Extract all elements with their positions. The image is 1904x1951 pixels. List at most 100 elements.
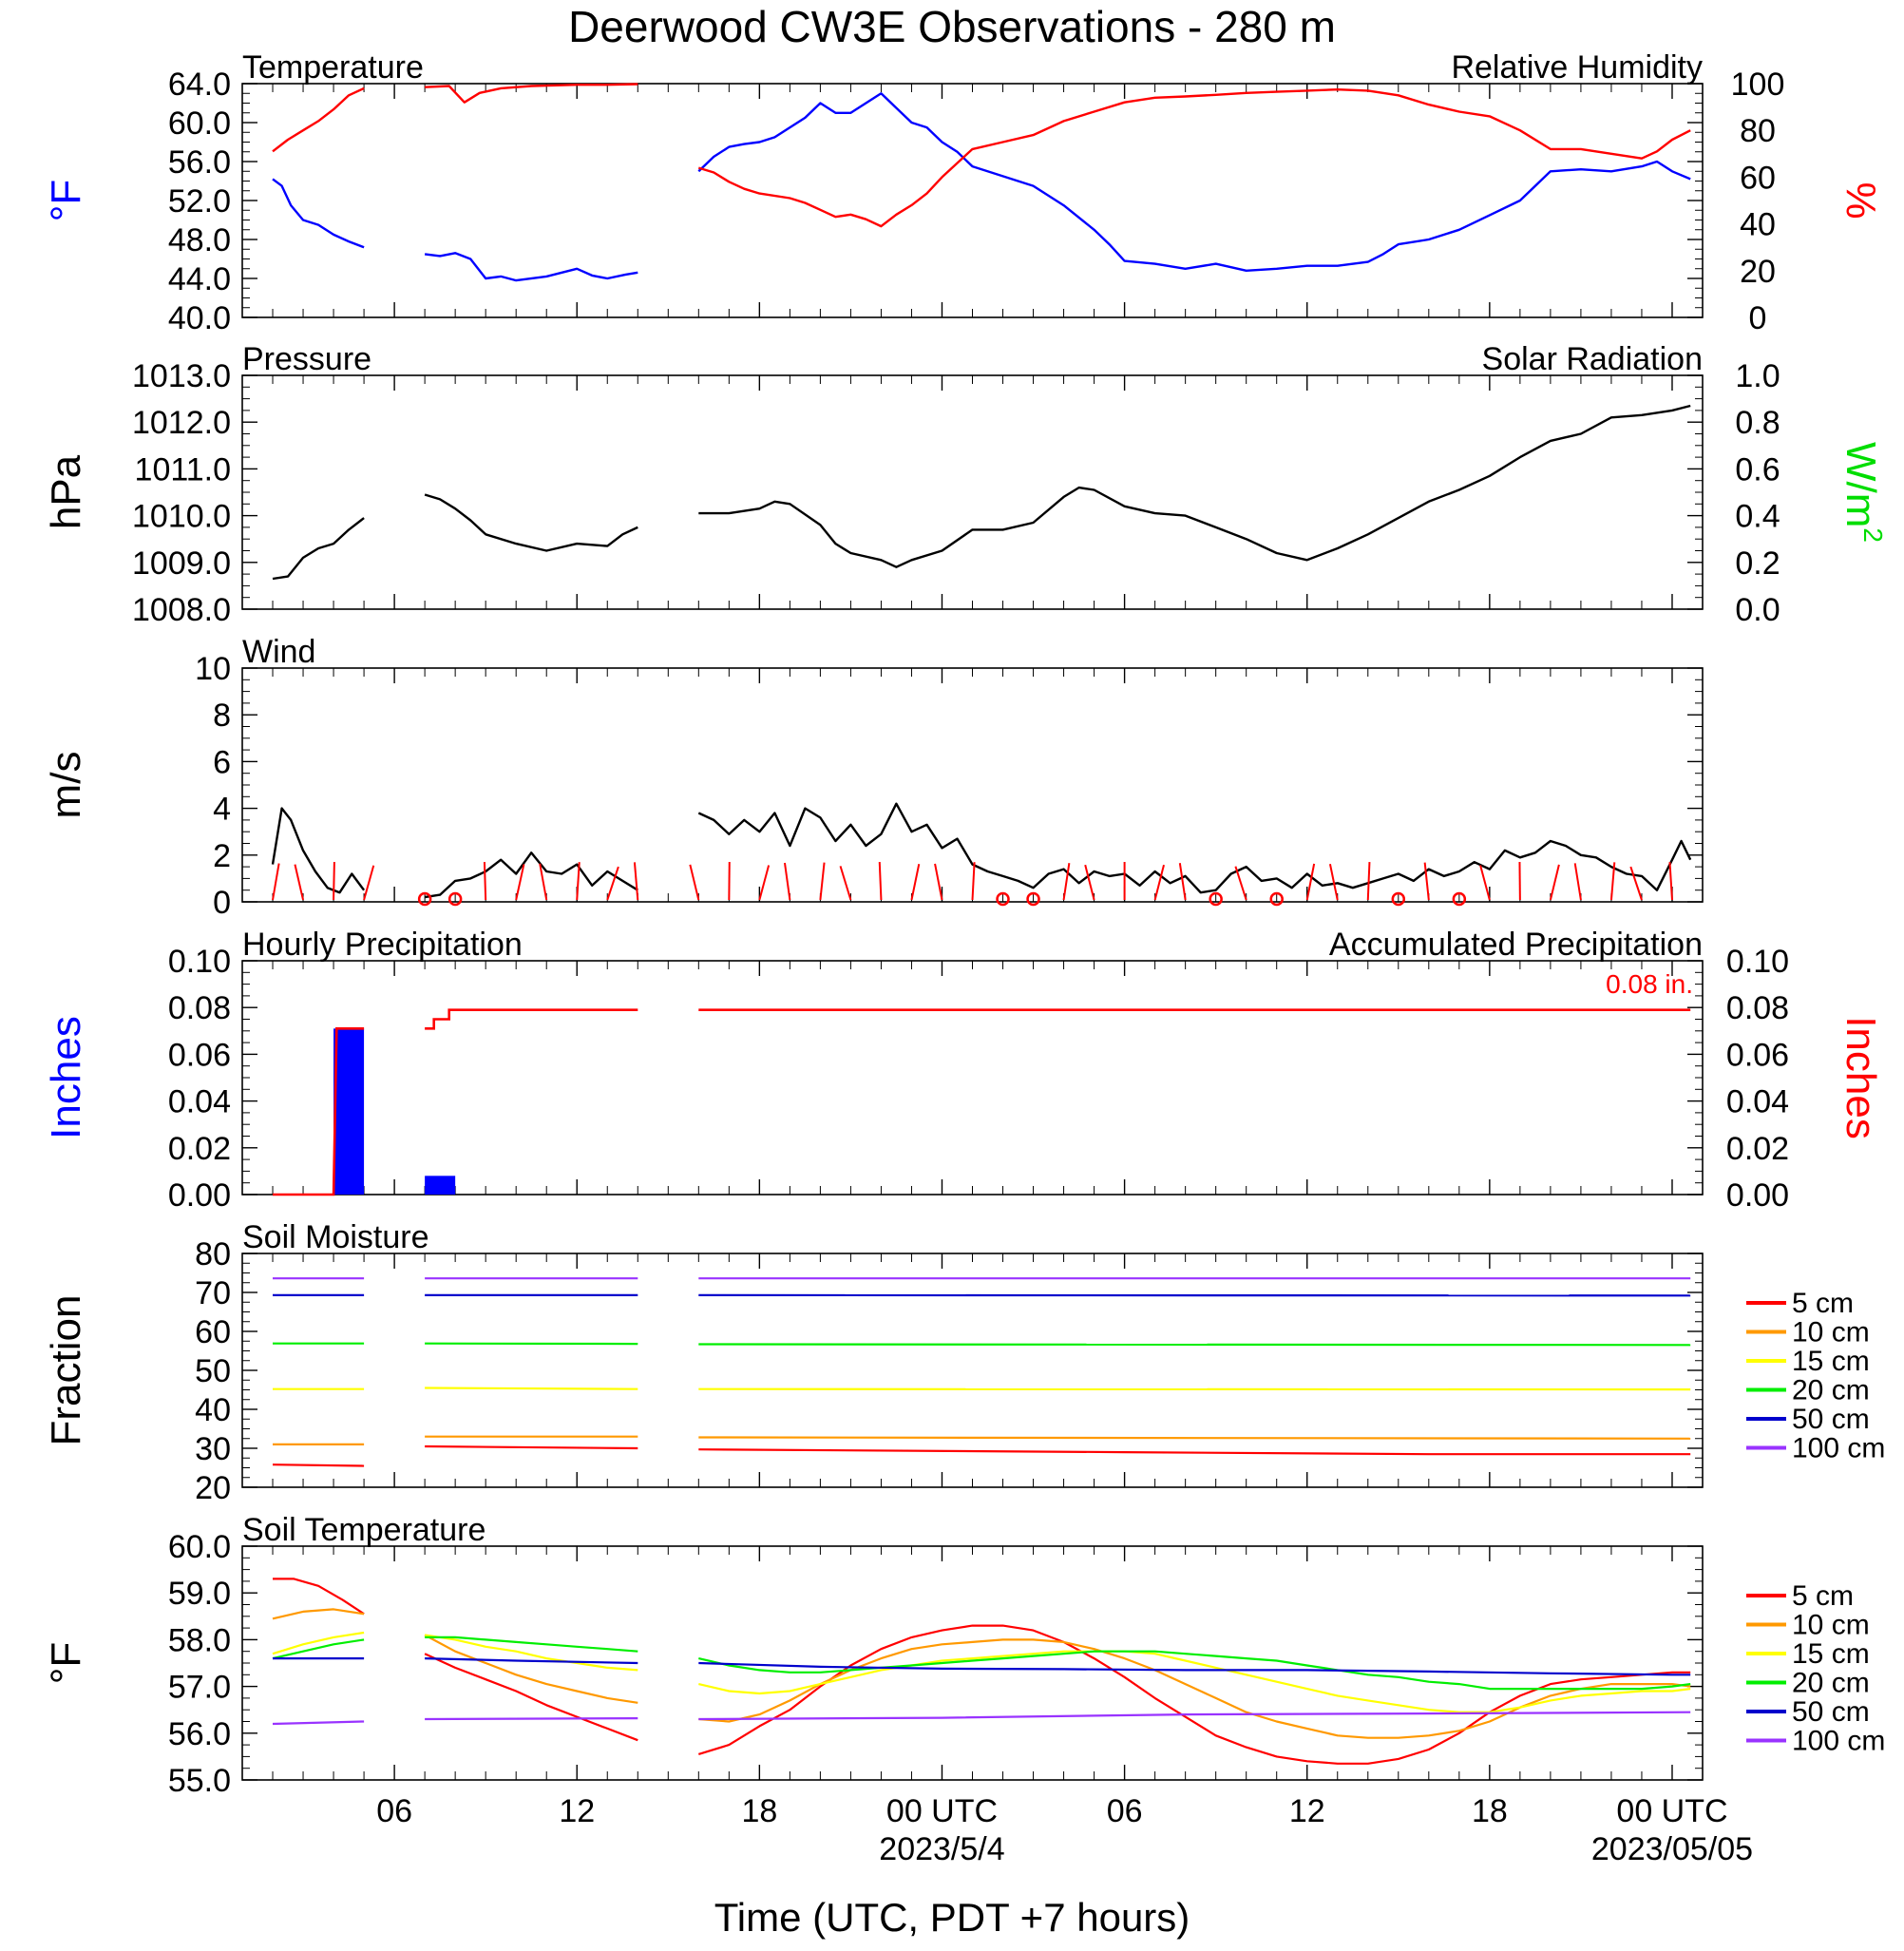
x-tick-label: 00 UTC: [886, 1793, 998, 1829]
y-tick-label: 60: [195, 1314, 231, 1350]
wind-barb: [1178, 863, 1187, 901]
wind-barb: [1084, 864, 1095, 901]
wind-barb: [839, 866, 852, 901]
panel-left-title: Soil Temperature: [242, 1512, 486, 1548]
series-line-relative-humidity: [425, 83, 638, 104]
wind-calm-marker: [996, 891, 1010, 907]
y-axis-label: Fraction: [43, 1295, 89, 1446]
legend-label: 100 cm: [1792, 1726, 1885, 1757]
y-tick-label: 4: [213, 792, 231, 828]
legend-label: 15 cm: [1792, 1638, 1870, 1670]
y-tick-label: 0.02: [168, 1131, 231, 1167]
y-axis-right-label-sup: 2: [1858, 527, 1888, 543]
wind-barb: [1609, 862, 1616, 901]
series-line-relative-humidity: [697, 88, 1691, 228]
chart-title: Deerwood CW3E Observations - 280 m: [568, 2, 1336, 51]
y-tick-label: 10: [195, 651, 231, 687]
y-right-tick-label: 40: [1740, 207, 1776, 243]
x-tick-label: 18: [1472, 1793, 1508, 1829]
wind-barb: [606, 866, 619, 901]
y-tick-label: 0: [213, 885, 231, 921]
y-tick-label: 40: [195, 1392, 231, 1428]
y-axis-right-label: Inches: [1837, 1016, 1884, 1139]
series-line-5-cm: [273, 1578, 365, 1616]
series-line-wind: [697, 802, 1692, 894]
series-line-15-cm: [272, 1631, 365, 1655]
series-line-20-cm: [698, 1650, 1691, 1691]
wind-barb: [1062, 863, 1071, 901]
panel-frame: [241, 83, 1704, 318]
y-tick-label: 50: [195, 1353, 231, 1389]
legend-label: 15 cm: [1792, 1346, 1870, 1377]
wind-barb: [1305, 863, 1316, 901]
wind-barb: [819, 862, 826, 901]
legend-label: 20 cm: [1792, 1375, 1870, 1406]
y-tick-label: 58.0: [168, 1622, 231, 1658]
y-tick-label: 70: [195, 1275, 231, 1311]
y-tick-label: 1008.0: [132, 592, 231, 628]
panel-left-title: Wind: [242, 634, 315, 670]
y-axis-label: Inches: [43, 1016, 89, 1139]
panel-precipitation: 0.00 0.02 0.04 0.06 0.08 0.10 0.00 0.02 0.04 0.06…: [43, 927, 1884, 1214]
wind-barb: [1234, 866, 1247, 901]
y-right-tick-label: 0.08: [1726, 990, 1789, 1026]
x-tick-label: 12: [1289, 1793, 1325, 1829]
legend-label: 100 cm: [1792, 1433, 1885, 1464]
wind-calm-marker: [1209, 891, 1223, 907]
y-tick-label: 20: [195, 1470, 231, 1506]
y-right-tick-label: 0.02: [1726, 1131, 1789, 1167]
series-line-pressure: [424, 493, 638, 552]
series-line-temperature: [272, 178, 365, 249]
panel-left-title: Hourly Precipitation: [242, 927, 523, 963]
x-axis-label: Time (UTC, PDT +7 hours): [714, 1895, 1190, 1940]
y-right-tick-label: 0.04: [1726, 1084, 1789, 1120]
y-tick-label: 1013.0: [132, 358, 231, 394]
wind-barb: [333, 862, 335, 901]
wind-barb: [878, 862, 883, 901]
y-right-tick-label: 1.0: [1735, 358, 1780, 394]
panel-right-title: Accumulated Precipitation: [1329, 927, 1703, 963]
legend-label: 50 cm: [1792, 1404, 1870, 1435]
wind-barb: [910, 863, 921, 901]
wind-barb: [363, 865, 375, 901]
wind-barb: [1668, 862, 1673, 901]
y-tick-label: 52.0: [168, 183, 231, 220]
x-tick-label: 06: [376, 1793, 412, 1829]
series-line-50-cm: [425, 1657, 638, 1665]
y-tick-label: 2: [213, 838, 231, 874]
precip-bar: [425, 1176, 456, 1195]
series-line-temperature: [697, 92, 1691, 272]
series-line-wind: [271, 807, 366, 894]
wind-barb: [1549, 864, 1560, 901]
wind-barb: [483, 862, 487, 901]
series-line-15-cm: [425, 1387, 638, 1390]
y-tick-label: 60.0: [168, 1529, 231, 1565]
y-tick-label: 59.0: [168, 1576, 231, 1612]
accumulated-precip-line: [273, 1027, 365, 1196]
wind-barb: [689, 864, 700, 901]
y-tick-label: 0.10: [168, 944, 231, 980]
wind-calm-marker: [1452, 891, 1467, 907]
panel-wind: 0 2 4 6 8 10 Wind m/s: [43, 634, 1704, 921]
wind-barb: [294, 864, 305, 901]
y-tick-label: 60.0: [168, 105, 231, 142]
legend-label: 50 cm: [1792, 1696, 1870, 1728]
y-tick-label: 56.0: [168, 144, 231, 181]
panel-left-title: Pressure: [242, 341, 371, 377]
y-tick-label: 6: [213, 744, 231, 780]
wind-barb: [758, 865, 771, 901]
y-tick-label: 64.0: [168, 67, 231, 103]
series-line-5-cm: [272, 1463, 365, 1467]
series-line-10-cm: [698, 1638, 1691, 1739]
series-line-15-cm: [424, 1634, 638, 1672]
legend-label: 5 cm: [1792, 1288, 1854, 1319]
wind-barb: [934, 863, 943, 901]
legend-label: 10 cm: [1792, 1610, 1870, 1641]
wind-barb: [515, 864, 525, 901]
y-axis-label: °F: [43, 1642, 89, 1684]
series-line-15-cm: [698, 1650, 1691, 1713]
panel-frame: [241, 374, 1704, 610]
wind-barb: [783, 862, 791, 901]
x-tick-label: 00 UTC: [1616, 1793, 1727, 1829]
